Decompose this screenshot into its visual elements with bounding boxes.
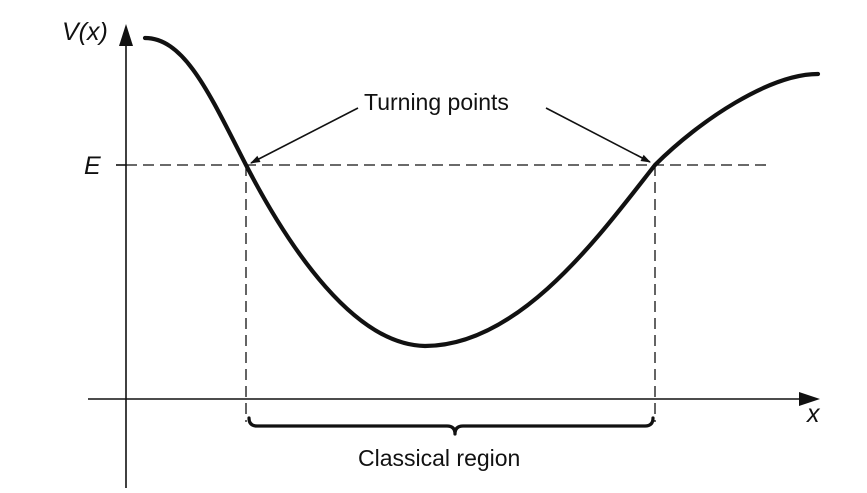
x-axis-arrowhead xyxy=(799,392,820,406)
turning-points-label: Turning points xyxy=(364,89,509,115)
classical-region-bracket xyxy=(247,416,655,436)
right-turning-point-arrow xyxy=(545,107,651,163)
x-axis-label: x xyxy=(806,400,821,428)
left-turning-point-arrow xyxy=(250,107,359,164)
y-axis-label: V(x) xyxy=(62,18,108,46)
energy-label: E xyxy=(84,152,101,180)
potential-curve xyxy=(142,35,821,349)
y-axis-arrowhead xyxy=(119,24,133,46)
classical-region-label: Classical region xyxy=(358,445,520,471)
